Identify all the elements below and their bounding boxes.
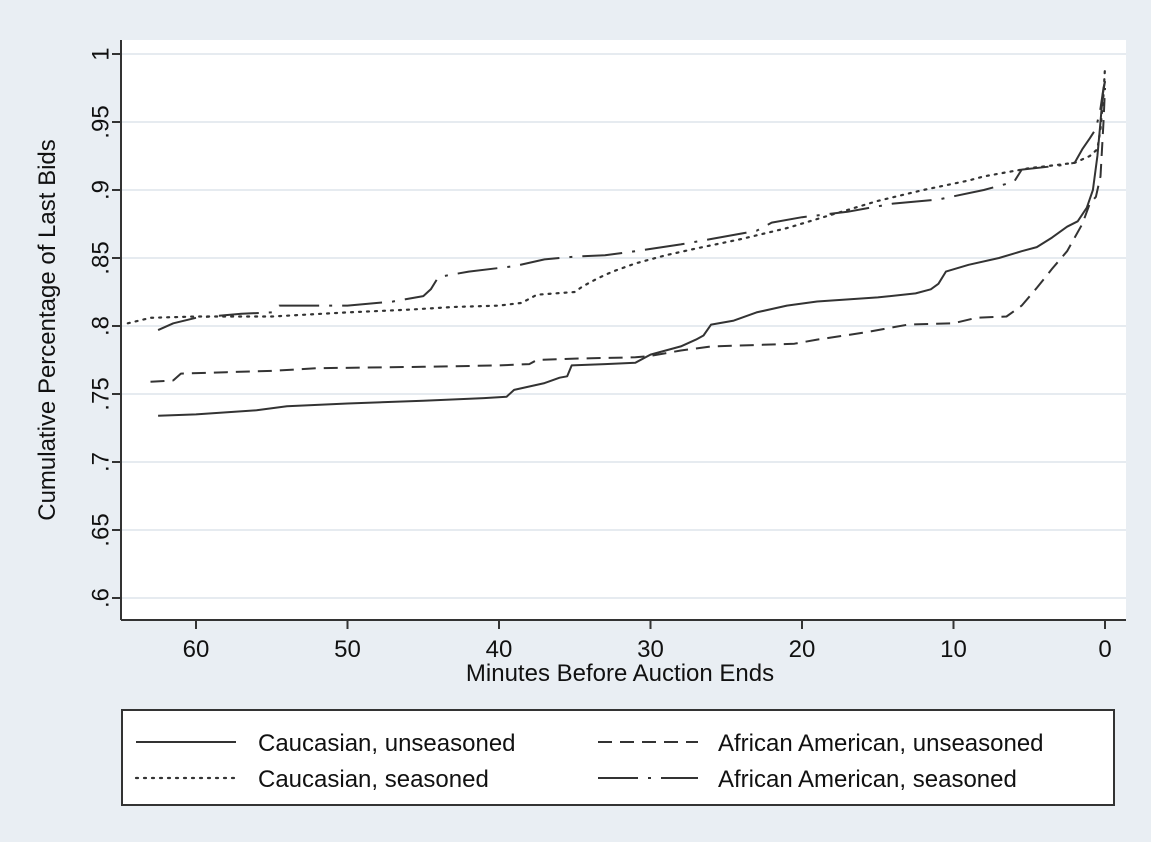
legend-label-caucasian-unseasoned: Caucasian, unseasoned	[258, 730, 516, 757]
axes	[120, 40, 1126, 621]
y-tick-label: .85	[87, 241, 114, 274]
y-tick-label: .9	[87, 180, 114, 200]
y-tick-label: 1	[87, 47, 114, 60]
legend-label-african-american-seasoned: African American, seasoned	[718, 766, 1017, 793]
x-axis-title: Minutes Before Auction Ends	[466, 660, 774, 687]
series-line-caucasian-seasoned	[126, 66, 1107, 325]
legend: Caucasian, unseasoned African American, …	[121, 709, 1115, 806]
series-line-caucasian-unseasoned	[158, 81, 1106, 417]
legend-label-caucasian-seasoned: Caucasian, seasoned	[258, 766, 489, 793]
x-tick-label: 40	[486, 636, 513, 663]
y-tick-label: .95	[87, 105, 114, 138]
y-axis-title: Cumulative Percentage of Last Bids	[34, 139, 61, 521]
y-tick-label: .6	[87, 588, 114, 608]
x-tick-label: 10	[940, 636, 967, 663]
tick-marks-and-labels: .6 .65 .7 .75 .8 .85 .9 .95 1 60 50 40 30 20 10 0	[87, 47, 1111, 663]
x-tick-label: 50	[334, 636, 361, 663]
y-tick-label: .65	[87, 513, 114, 546]
gridlines	[121, 53, 1126, 599]
y-tick-label: .8	[87, 316, 114, 336]
plot-area	[121, 40, 1126, 620]
series-line-african-american-unseasoned	[150, 87, 1106, 383]
y-tick-label: .75	[87, 377, 114, 410]
x-tick-label: 20	[789, 636, 816, 663]
series-lines	[126, 66, 1107, 417]
x-tick-label: 0	[1098, 636, 1111, 663]
legend-box	[121, 709, 1115, 806]
x-tick-label: 30	[637, 636, 664, 663]
x-tick-label: 60	[183, 636, 210, 663]
legend-label-african-american-unseasoned: African American, unseasoned	[718, 730, 1044, 757]
y-tick-label: .7	[87, 452, 114, 472]
series-line-african-american-seasoned	[157, 80, 1106, 332]
